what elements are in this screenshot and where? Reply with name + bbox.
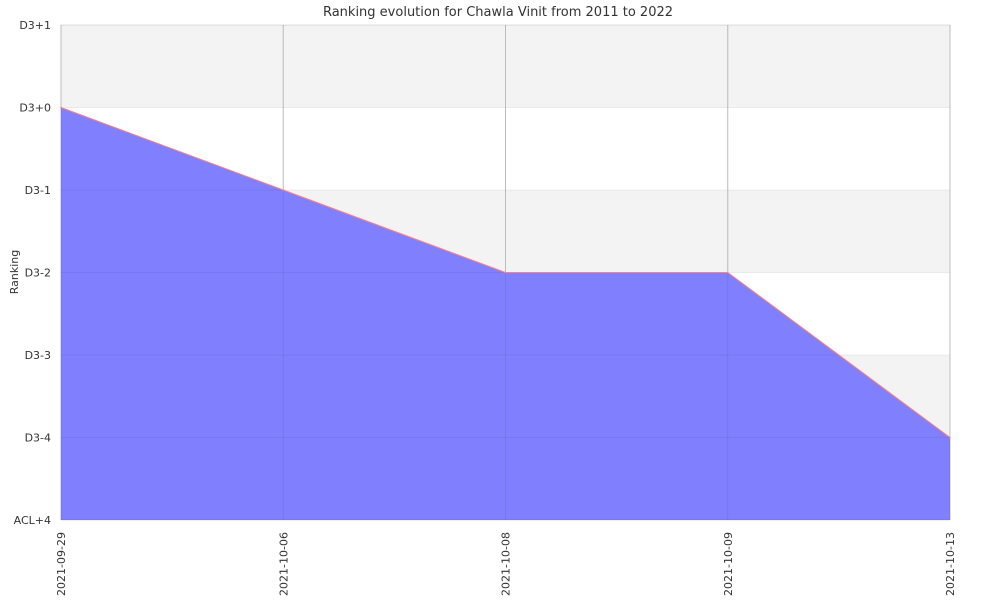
y-tick-label: D3+0 xyxy=(19,102,51,115)
ranking-area xyxy=(61,107,950,520)
data-point xyxy=(726,271,729,274)
y-tick-label: D3-3 xyxy=(25,349,51,362)
x-tick-label: 2021-10-06 xyxy=(277,532,290,596)
x-tick-label: 2021-10-09 xyxy=(722,532,735,596)
y-tick-labels: ACL+4 D3-4 D3-3 D3-2 D3-1 D3+0 D3+1 xyxy=(14,19,51,527)
x-tick-labels: 2021-09-29 2021-10-06 2021-10-08 2021-10-09… xyxy=(55,532,957,596)
data-point xyxy=(504,271,507,274)
y-tick-label: D3+1 xyxy=(19,19,51,32)
x-tick-label: 2021-10-13 xyxy=(944,532,957,596)
y-tick-label: D3-2 xyxy=(25,267,51,280)
y-axis-label: Ranking xyxy=(8,250,21,295)
data-point xyxy=(282,189,285,191)
area-layer xyxy=(61,107,950,520)
y-tick-label: D3-1 xyxy=(25,184,51,197)
data-point xyxy=(60,106,62,109)
y-tick-label: ACL+4 xyxy=(14,514,51,527)
x-tick-label: 2021-09-29 xyxy=(55,532,68,596)
chart-title: Ranking evolution for Chawla Vinit from … xyxy=(323,5,673,20)
y-tick-label: D3-4 xyxy=(25,432,51,445)
horizontal-gridlines xyxy=(60,24,951,521)
data-point xyxy=(949,436,951,439)
line-layer xyxy=(60,106,951,439)
x-tick-label: 2021-10-08 xyxy=(500,532,513,596)
